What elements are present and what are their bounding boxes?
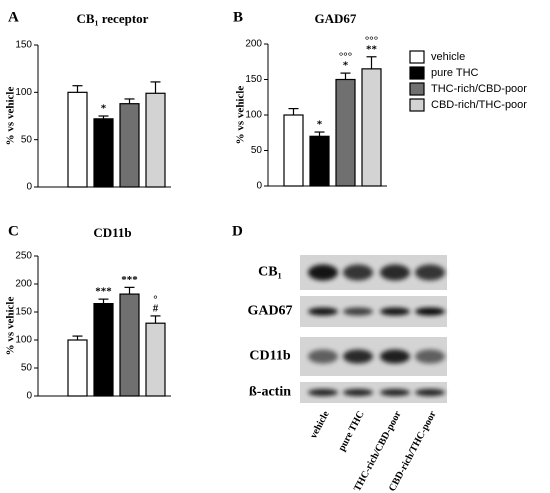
blot-band <box>380 349 410 364</box>
blot-row-label: CB₁ <box>258 265 282 280</box>
bar <box>335 78 356 187</box>
blot-band <box>343 264 373 281</box>
y-tick-label: 50 <box>251 145 263 156</box>
panel-label: D <box>232 223 243 239</box>
y-tick-label: 200 <box>15 279 32 290</box>
bar <box>361 68 382 187</box>
error-bar <box>314 131 325 137</box>
bar <box>119 293 140 397</box>
significance-label: *** <box>95 286 112 298</box>
y-tick-label: 0 <box>26 182 32 193</box>
y-tick-label: 50 <box>21 363 33 374</box>
blot-band <box>343 389 373 396</box>
error-bar <box>124 286 135 295</box>
y-tick-label: 100 <box>15 87 32 98</box>
chart-title: CB₁ receptor <box>77 11 149 26</box>
bar <box>145 92 166 188</box>
legend-swatch <box>409 82 425 96</box>
legend-swatch <box>409 66 425 80</box>
significance-label: °°° <box>339 51 352 63</box>
blot-band <box>308 389 338 396</box>
y-tick-label: 0 <box>256 181 262 192</box>
y-tick-label: 250 <box>15 251 32 262</box>
legend-swatch <box>409 50 425 64</box>
error-bar <box>366 56 377 69</box>
significance-label: # <box>153 302 159 314</box>
panel-label: A <box>8 9 19 25</box>
legend-swatch <box>409 98 425 112</box>
y-tick-label: 150 <box>15 40 32 51</box>
y-axis-label: % vs vehicle <box>235 86 247 145</box>
error-bar <box>98 298 109 304</box>
error-bar <box>98 115 109 119</box>
significance-label: ° <box>153 293 157 305</box>
chart-title: GAD67 <box>315 11 357 26</box>
error-bar <box>150 315 161 324</box>
blot-band <box>415 264 445 281</box>
blot-row-label: CD11b <box>249 349 290 364</box>
legend-label: CBD-rich/THC-poor <box>431 99 527 111</box>
legend-label: THC-rich/CBD-poor <box>431 83 527 95</box>
blot-band <box>415 349 445 364</box>
blot-band <box>380 264 410 281</box>
lane-label: vehicle <box>308 409 332 441</box>
error-bar <box>150 81 161 94</box>
significance-label: * <box>101 103 107 115</box>
y-tick-label: 0 <box>26 391 32 402</box>
blot-band <box>308 349 338 364</box>
bar <box>145 322 166 397</box>
y-axis-label: % vs vehicle <box>5 87 17 146</box>
y-tick-label: 150 <box>15 307 32 318</box>
error-bar <box>340 72 351 80</box>
y-tick-label: 100 <box>245 110 262 121</box>
y-tick-label: 100 <box>15 335 32 346</box>
bar <box>93 303 114 397</box>
bar <box>67 91 88 188</box>
blot-band <box>308 307 338 316</box>
blot-band <box>343 307 373 316</box>
significance-label: ** <box>366 43 378 55</box>
blot-row-label: ß-actin <box>249 385 291 400</box>
legend-label: pure THC <box>431 67 479 79</box>
blot-band <box>308 264 338 281</box>
blot-row-label: GAD67 <box>247 304 292 319</box>
error-bar <box>288 108 299 115</box>
significance-label: * <box>317 119 323 131</box>
blot-band <box>380 307 410 316</box>
bar <box>93 118 114 188</box>
error-bar <box>72 335 83 340</box>
lane-label: pure THC <box>336 409 366 453</box>
bar <box>119 103 140 188</box>
bar <box>67 339 88 397</box>
legend-label: vehicle <box>431 51 465 63</box>
blot-band <box>343 349 373 364</box>
significance-label: °°° <box>365 34 378 46</box>
error-bar <box>124 98 135 104</box>
chart-title: CD11b <box>93 225 131 240</box>
blot-strip <box>300 382 447 403</box>
y-tick-label: 200 <box>245 39 262 50</box>
blot-band <box>380 389 410 396</box>
error-bar <box>72 85 83 93</box>
bar <box>283 114 304 187</box>
blot-band <box>415 307 445 316</box>
blot-band <box>415 389 445 396</box>
y-tick-label: 50 <box>21 134 33 145</box>
y-tick-label: 150 <box>245 74 262 85</box>
bar <box>309 135 330 187</box>
y-axis-label: % vs vehicle <box>5 297 17 356</box>
significance-label: * <box>343 60 349 72</box>
panel-label: C <box>8 223 19 239</box>
significance-label: *** <box>121 274 138 286</box>
panel-label: B <box>233 9 243 25</box>
